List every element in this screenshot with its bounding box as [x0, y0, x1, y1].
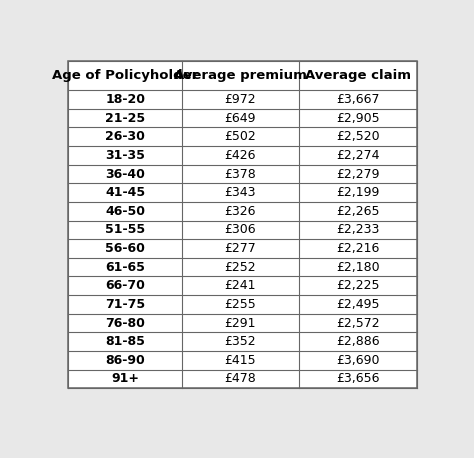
Text: £306: £306 [225, 224, 256, 236]
Text: £252: £252 [225, 261, 256, 273]
Text: 21-25: 21-25 [105, 112, 145, 125]
Text: 81-85: 81-85 [105, 335, 145, 348]
Text: £2,279: £2,279 [337, 168, 380, 180]
Text: £972: £972 [225, 93, 256, 106]
Text: 71-75: 71-75 [105, 298, 145, 311]
Text: £3,667: £3,667 [337, 93, 380, 106]
Text: 51-55: 51-55 [105, 224, 145, 236]
Text: £378: £378 [224, 168, 256, 180]
Text: £291: £291 [225, 316, 256, 329]
Text: £478: £478 [224, 372, 256, 386]
Text: £3,656: £3,656 [337, 372, 380, 386]
Text: £2,905: £2,905 [336, 112, 380, 125]
Text: £2,520: £2,520 [336, 130, 380, 143]
Text: £255: £255 [224, 298, 256, 311]
Text: £241: £241 [225, 279, 256, 292]
Text: £2,199: £2,199 [337, 186, 380, 199]
Text: 61-65: 61-65 [105, 261, 145, 273]
Text: 46-50: 46-50 [105, 205, 145, 218]
Text: £649: £649 [225, 112, 256, 125]
Text: 86-90: 86-90 [105, 354, 145, 367]
Text: £2,886: £2,886 [336, 335, 380, 348]
Text: £2,180: £2,180 [336, 261, 380, 273]
Text: £2,216: £2,216 [337, 242, 380, 255]
Text: 36-40: 36-40 [105, 168, 145, 180]
Text: £2,572: £2,572 [336, 316, 380, 329]
Text: £277: £277 [224, 242, 256, 255]
Text: £2,274: £2,274 [337, 149, 380, 162]
Text: £2,233: £2,233 [337, 224, 380, 236]
Text: £343: £343 [225, 186, 256, 199]
Text: 31-35: 31-35 [105, 149, 145, 162]
Text: £352: £352 [225, 335, 256, 348]
Text: 18-20: 18-20 [105, 93, 145, 106]
Text: £415: £415 [225, 354, 256, 367]
Text: £2,225: £2,225 [337, 279, 380, 292]
Text: Average claim: Average claim [305, 69, 411, 82]
Text: 56-60: 56-60 [105, 242, 145, 255]
Text: £3,690: £3,690 [337, 354, 380, 367]
Text: £326: £326 [225, 205, 256, 218]
Text: Average premium: Average premium [174, 69, 307, 82]
Text: 41-45: 41-45 [105, 186, 145, 199]
Text: £426: £426 [225, 149, 256, 162]
Text: 26-30: 26-30 [105, 130, 145, 143]
Text: 91+: 91+ [111, 372, 139, 386]
Text: 66-70: 66-70 [105, 279, 145, 292]
Text: £2,265: £2,265 [337, 205, 380, 218]
Text: Age of Policyholder: Age of Policyholder [52, 69, 198, 82]
Text: 76-80: 76-80 [105, 316, 145, 329]
Text: £2,495: £2,495 [337, 298, 380, 311]
Text: £502: £502 [224, 130, 256, 143]
